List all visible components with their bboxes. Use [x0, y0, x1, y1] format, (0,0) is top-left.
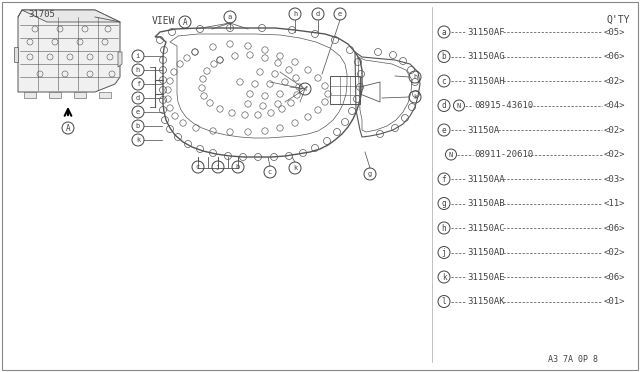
Text: g: g: [368, 171, 372, 177]
Polygon shape: [49, 92, 61, 98]
Text: j: j: [442, 248, 446, 257]
Text: 31150AE: 31150AE: [467, 273, 504, 282]
Text: 08911-20610: 08911-20610: [474, 150, 533, 159]
Text: A: A: [66, 124, 70, 132]
Text: <01>: <01>: [604, 297, 625, 306]
Text: j: j: [216, 164, 220, 170]
Text: 31705: 31705: [28, 10, 55, 19]
Text: h: h: [442, 224, 446, 232]
Text: c: c: [268, 169, 272, 175]
Text: e: e: [136, 109, 140, 115]
Text: i: i: [136, 53, 140, 59]
Polygon shape: [14, 47, 18, 62]
Polygon shape: [22, 10, 120, 22]
Text: h: h: [413, 74, 417, 80]
Polygon shape: [18, 10, 120, 92]
Polygon shape: [118, 52, 122, 67]
Bar: [330, 76, 360, 104]
Text: VIEW: VIEW: [152, 16, 175, 26]
Text: h: h: [293, 11, 297, 17]
Text: 31150AD: 31150AD: [467, 248, 504, 257]
Text: f: f: [303, 86, 307, 92]
Text: k: k: [413, 94, 417, 100]
Text: f: f: [136, 81, 140, 87]
Text: A: A: [182, 17, 188, 26]
Text: 31150AC: 31150AC: [467, 224, 504, 232]
Text: c: c: [196, 164, 200, 170]
Text: <03>: <03>: [604, 174, 625, 183]
Text: <06>: <06>: [604, 273, 625, 282]
Text: <11>: <11>: [604, 199, 625, 208]
Text: b: b: [442, 52, 446, 61]
Text: <05>: <05>: [604, 28, 625, 36]
Text: l: l: [442, 297, 446, 306]
Text: Q'TY: Q'TY: [607, 15, 630, 25]
Text: e: e: [442, 125, 446, 135]
Text: 31150AB: 31150AB: [467, 199, 504, 208]
Text: k: k: [136, 137, 140, 143]
Text: c: c: [442, 77, 446, 86]
Text: <02>: <02>: [604, 150, 625, 159]
Text: b: b: [236, 164, 240, 170]
Text: 08915-43610: 08915-43610: [474, 101, 533, 110]
Text: k: k: [442, 273, 446, 282]
Text: 31150AG: 31150AG: [467, 52, 504, 61]
Text: 31150A: 31150A: [467, 125, 499, 135]
Text: N: N: [449, 151, 453, 157]
Text: A3 7A 0P 8: A3 7A 0P 8: [548, 356, 598, 365]
Text: f: f: [442, 174, 446, 183]
Text: <06>: <06>: [604, 224, 625, 232]
Text: a: a: [228, 14, 232, 20]
Text: d: d: [136, 95, 140, 101]
Text: e: e: [338, 11, 342, 17]
Text: <06>: <06>: [604, 52, 625, 61]
Text: 31150AK: 31150AK: [467, 297, 504, 306]
Polygon shape: [74, 92, 86, 98]
Text: <02>: <02>: [604, 125, 625, 135]
Text: a: a: [442, 28, 446, 36]
Text: h: h: [136, 67, 140, 73]
Text: 31150AA: 31150AA: [467, 174, 504, 183]
Text: 31150AH: 31150AH: [467, 77, 504, 86]
Text: b: b: [136, 123, 140, 129]
Text: g: g: [442, 199, 446, 208]
Text: d: d: [442, 101, 446, 110]
Polygon shape: [99, 92, 111, 98]
Text: <02>: <02>: [604, 248, 625, 257]
Text: 31150AF: 31150AF: [467, 28, 504, 36]
Polygon shape: [24, 92, 36, 98]
Text: d: d: [316, 11, 320, 17]
Text: N: N: [457, 103, 461, 109]
Text: <02>: <02>: [604, 77, 625, 86]
Text: k: k: [293, 165, 297, 171]
Text: <04>: <04>: [604, 101, 625, 110]
